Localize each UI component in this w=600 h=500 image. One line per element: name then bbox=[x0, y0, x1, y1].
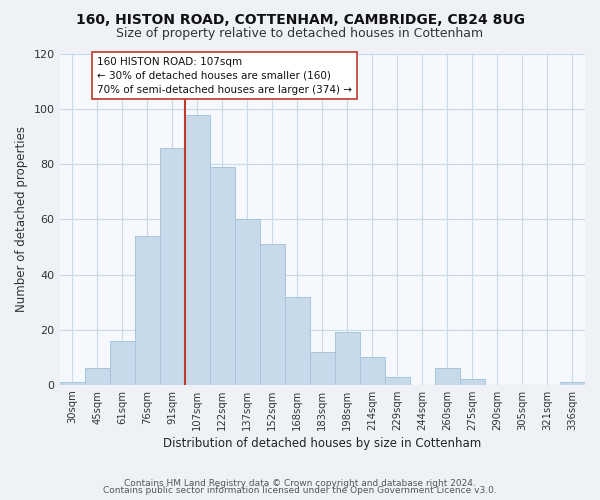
Text: Size of property relative to detached houses in Cottenham: Size of property relative to detached ho… bbox=[116, 28, 484, 40]
Bar bbox=[260, 244, 285, 385]
Bar bbox=[209, 167, 235, 385]
Bar bbox=[310, 352, 335, 385]
Bar bbox=[335, 332, 360, 385]
Bar bbox=[235, 220, 260, 385]
Text: 160, HISTON ROAD, COTTENHAM, CAMBRIDGE, CB24 8UG: 160, HISTON ROAD, COTTENHAM, CAMBRIDGE, … bbox=[76, 12, 524, 26]
Bar bbox=[59, 382, 85, 385]
Text: Contains HM Land Registry data © Crown copyright and database right 2024.: Contains HM Land Registry data © Crown c… bbox=[124, 478, 476, 488]
Bar bbox=[460, 380, 485, 385]
Bar bbox=[360, 358, 385, 385]
Y-axis label: Number of detached properties: Number of detached properties bbox=[15, 126, 28, 312]
Bar bbox=[285, 296, 310, 385]
Bar bbox=[110, 340, 134, 385]
X-axis label: Distribution of detached houses by size in Cottenham: Distribution of detached houses by size … bbox=[163, 437, 481, 450]
Bar bbox=[385, 376, 410, 385]
Bar bbox=[185, 114, 209, 385]
Bar bbox=[160, 148, 185, 385]
Bar bbox=[560, 382, 585, 385]
Text: Contains public sector information licensed under the Open Government Licence v3: Contains public sector information licen… bbox=[103, 486, 497, 495]
Bar bbox=[435, 368, 460, 385]
Bar bbox=[85, 368, 110, 385]
Bar bbox=[134, 236, 160, 385]
Text: 160 HISTON ROAD: 107sqm
← 30% of detached houses are smaller (160)
70% of semi-d: 160 HISTON ROAD: 107sqm ← 30% of detache… bbox=[97, 57, 352, 95]
